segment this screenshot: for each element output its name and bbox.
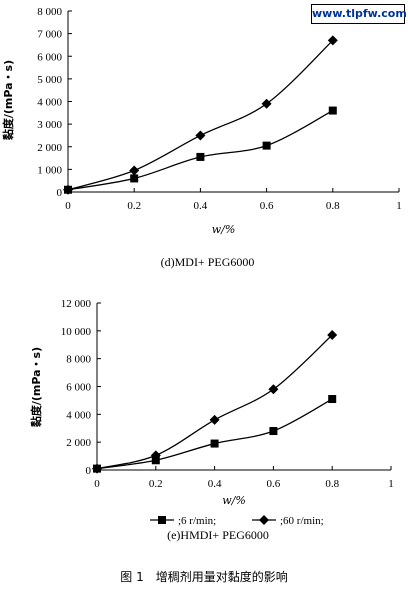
- y-tick-label: 3 000: [37, 119, 62, 131]
- x-tick-label: 0.6: [260, 200, 274, 212]
- x-tick-label: 0.8: [326, 200, 340, 212]
- x-axis-label: w/%: [212, 223, 236, 236]
- series-2-point: [261, 98, 272, 109]
- y-tick-label: 10 000: [61, 326, 92, 338]
- series-2-point: [150, 450, 161, 461]
- series-1-point: [328, 106, 337, 115]
- series-1-point: [210, 439, 219, 448]
- legend-1-label: ;6 r/min;: [178, 515, 216, 527]
- y-tick-label: 5 000: [37, 74, 62, 86]
- y-tick-label: 6 000: [66, 382, 91, 394]
- series-1-point: [262, 141, 271, 150]
- legend-2-label: ;60 r/min;: [280, 515, 324, 527]
- figure-caption: 图 1 增稠剂用量对黏度的影响: [120, 569, 287, 584]
- x-tick-label: 1: [396, 200, 402, 212]
- x-tick-label: 0.6: [267, 478, 281, 490]
- series-1-line: [67, 109, 334, 191]
- chart-d: 0 1 000 2 000 3 000 4 000 5 000 6 000 7 000 8 00…: [1, 6, 402, 269]
- y-tick-label: 2 000: [37, 142, 62, 154]
- series-2-point: [327, 330, 338, 341]
- y-tick-label: 0: [86, 465, 92, 477]
- x-tick-label: 0.4: [194, 200, 208, 212]
- x-tick-label: 0.2: [127, 200, 141, 212]
- y-tick-label: 2 000: [66, 437, 91, 449]
- series-1-line: [96, 398, 333, 470]
- x-tick-label: 0.8: [325, 478, 339, 490]
- y-axis-label: 黏度/(mPa・s): [29, 347, 43, 427]
- x-tick-label: 0: [65, 200, 71, 212]
- chart-caption-e: (e)HMDI+ PEG6000: [167, 528, 269, 542]
- x-tick-label: 0.2: [149, 478, 163, 490]
- y-tick-label: 8 000: [66, 354, 91, 366]
- y-tick-label: 12 000: [61, 298, 92, 310]
- chart-caption-d: (d)MDI+ PEG6000: [161, 255, 255, 269]
- x-tick-label: 0: [94, 478, 100, 490]
- y-tick-label: 7 000: [37, 29, 62, 41]
- x-tick-label: 0.4: [208, 478, 222, 490]
- series-1-point: [328, 395, 337, 404]
- series-2-point: [327, 35, 338, 46]
- watermark: www.tlpfw.com: [311, 4, 407, 24]
- legend-1-marker: [158, 516, 166, 524]
- y-axis-label: 黏度/(mPa・s): [1, 60, 15, 140]
- series-2-point: [195, 130, 206, 141]
- series-2-line: [96, 334, 333, 470]
- series-2-line: [67, 39, 334, 191]
- y-tick-label: 6 000: [37, 51, 62, 63]
- y-tick-label: 0: [57, 187, 63, 199]
- x-tick-label: 1: [388, 478, 394, 490]
- y-tick-label: 4 000: [66, 409, 91, 421]
- series-2-point: [129, 165, 140, 176]
- y-tick-label: 8 000: [37, 6, 62, 18]
- series-1-point: [196, 152, 205, 161]
- series-1-point: [269, 427, 278, 436]
- legend-2-marker: [259, 515, 269, 525]
- x-axis-label: w/%: [222, 494, 246, 507]
- series-2-point: [92, 463, 102, 474]
- series-1-point: [130, 174, 139, 183]
- series-2-point: [268, 384, 279, 395]
- chart-e: 0 2 000 4 000 6 000 8 000 10 000 12 000 0 0.2 0.4…: [29, 298, 394, 542]
- y-tick-label: 1 000: [37, 164, 62, 176]
- y-tick-label: 4 000: [37, 97, 62, 109]
- series-2-point: [209, 414, 220, 425]
- series-2-point: [63, 184, 73, 195]
